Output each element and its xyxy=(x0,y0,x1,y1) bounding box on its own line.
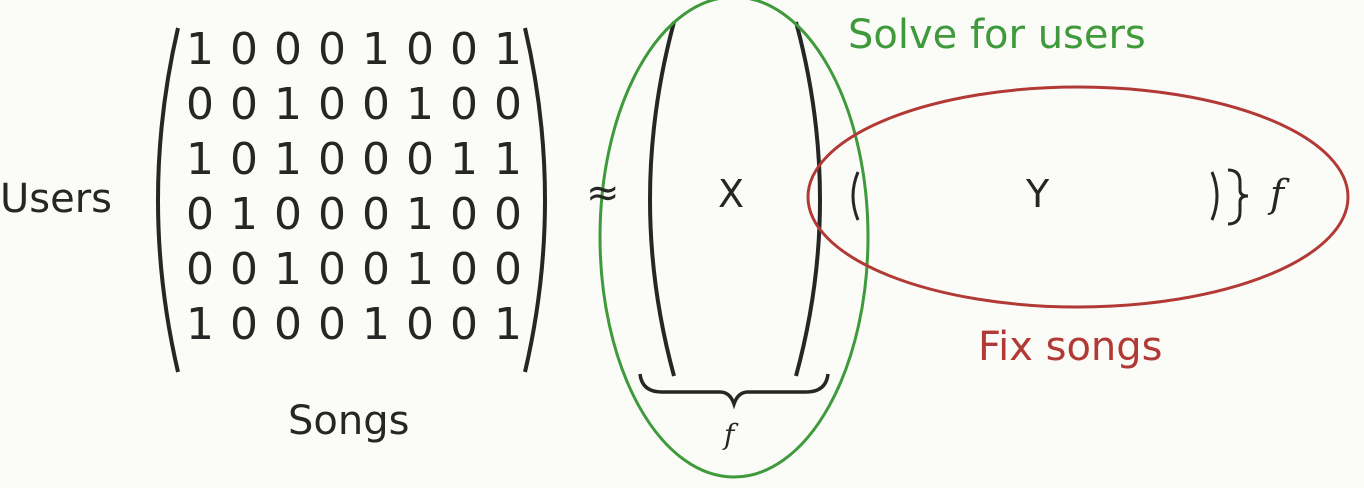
matrix-cell: 1 xyxy=(274,244,302,295)
fix-annotation: Fix songs xyxy=(978,324,1163,370)
solve-ellipse xyxy=(598,0,870,479)
matrix-cell: 0 xyxy=(230,134,258,185)
matrix-cell: 0 xyxy=(318,244,346,295)
approx-symbol: ≈ xyxy=(586,170,620,216)
y-left-paren xyxy=(851,171,860,221)
matrix-cell: 1 xyxy=(406,189,434,240)
matrix-cell: 1 xyxy=(186,24,214,75)
matrix-cell: 0 xyxy=(362,244,390,295)
matrix-cell: 0 xyxy=(274,189,302,240)
matrix-cell: 1 xyxy=(362,24,390,75)
matrix-cell: 1 xyxy=(230,189,258,240)
matrix-cell: 0 xyxy=(318,134,346,185)
matrix-cell: 1 xyxy=(186,299,214,350)
factor-dim-right: f xyxy=(1270,172,1285,216)
matrix-cell: 0 xyxy=(450,299,478,350)
matrix-cell: 1 xyxy=(494,134,522,185)
matrix-cell: 0 xyxy=(494,79,522,130)
matrix-cell: 1 xyxy=(362,299,390,350)
matrix-cell: 1 xyxy=(406,244,434,295)
x-underbrace xyxy=(638,373,830,410)
matrix-cell: 0 xyxy=(494,244,522,295)
matrix-cell: 0 xyxy=(186,79,214,130)
matrix-right-paren xyxy=(523,27,547,373)
users-label: Users xyxy=(0,176,113,222)
matrix-cell: 0 xyxy=(362,189,390,240)
matrix-cell: 0 xyxy=(318,299,346,350)
matrix-cell: 1 xyxy=(494,299,522,350)
x-left-paren xyxy=(648,21,676,377)
matrix-cell: 0 xyxy=(318,189,346,240)
interaction-matrix: 1 0 0 0 1 0 0 1 0 0 1 0 0 1 0 0 1 0 1 0 … xyxy=(178,22,530,352)
y-right-curly-brace xyxy=(1227,168,1249,226)
matrix-cell: 0 xyxy=(362,134,390,185)
matrix-cell: 0 xyxy=(362,79,390,130)
matrix-cell: 1 xyxy=(406,79,434,130)
matrix-cell: 0 xyxy=(186,189,214,240)
matrix-cell: 1 xyxy=(274,79,302,130)
fix-ellipse xyxy=(806,85,1350,309)
matrix-cell: 0 xyxy=(274,299,302,350)
matrix-cell: 0 xyxy=(230,79,258,130)
matrix-cell: 0 xyxy=(406,299,434,350)
matrix-cell: 0 xyxy=(450,79,478,130)
matrix-cell: 0 xyxy=(318,24,346,75)
user-factor-symbol: X xyxy=(718,172,745,216)
y-right-paren xyxy=(1210,171,1219,221)
matrix-cell: 1 xyxy=(186,134,214,185)
x-right-paren xyxy=(794,21,822,377)
matrix-left-paren xyxy=(156,27,180,373)
songs-label: Songs xyxy=(288,398,410,444)
matrix-cell: 0 xyxy=(406,24,434,75)
matrix-cell: 0 xyxy=(494,189,522,240)
matrix-cell: 0 xyxy=(406,134,434,185)
factor-dim-under-brace: f xyxy=(724,418,735,451)
matrix-cell: 0 xyxy=(318,79,346,130)
matrix-cell: 0 xyxy=(450,189,478,240)
song-factor-symbol: Y xyxy=(1026,172,1050,216)
matrix-cell: 1 xyxy=(494,24,522,75)
matrix-cell: 1 xyxy=(274,134,302,185)
matrix-cell: 0 xyxy=(450,24,478,75)
matrix-cell: 0 xyxy=(230,299,258,350)
solve-annotation: Solve for users xyxy=(848,12,1146,58)
matrix-cell: 1 xyxy=(450,134,478,185)
matrix-cell: 0 xyxy=(186,244,214,295)
matrix-cell: 0 xyxy=(230,244,258,295)
matrix-cell: 0 xyxy=(274,24,302,75)
matrix-cell: 0 xyxy=(450,244,478,295)
matrix-cell: 0 xyxy=(230,24,258,75)
